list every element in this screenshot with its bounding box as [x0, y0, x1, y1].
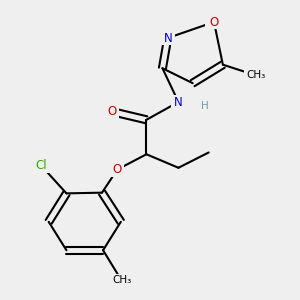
FancyBboxPatch shape — [32, 159, 51, 173]
FancyBboxPatch shape — [110, 274, 133, 287]
FancyBboxPatch shape — [105, 104, 119, 119]
Text: N: N — [174, 95, 183, 109]
FancyBboxPatch shape — [244, 69, 268, 82]
Text: CH₃: CH₃ — [246, 70, 266, 80]
Text: CH₃: CH₃ — [112, 275, 131, 286]
FancyBboxPatch shape — [110, 162, 124, 177]
FancyBboxPatch shape — [199, 99, 211, 112]
Text: H: H — [201, 100, 209, 111]
FancyBboxPatch shape — [161, 31, 175, 45]
Text: O: O — [107, 105, 117, 118]
FancyBboxPatch shape — [206, 15, 223, 29]
Text: O: O — [209, 16, 219, 28]
Text: N: N — [164, 32, 172, 44]
Text: O: O — [113, 163, 122, 176]
Text: Cl: Cl — [36, 160, 47, 172]
FancyBboxPatch shape — [171, 95, 185, 109]
